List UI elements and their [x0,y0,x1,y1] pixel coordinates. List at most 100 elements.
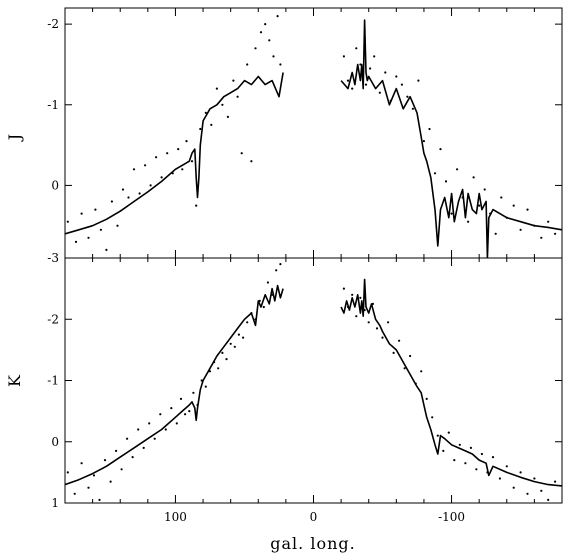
bottom-data-point [66,471,69,474]
bottom-y-axis-label: K [5,374,24,387]
top-data-point [428,127,431,131]
bottom-data-point [346,305,350,309]
bottom-x-tick-label: 0 [310,510,318,524]
top-data-point [395,75,398,78]
bottom-data-point [164,428,167,431]
top-data-point [121,188,125,191]
bottom-model-line-0 [65,284,284,486]
top-data-point [533,224,536,227]
top-data-point [489,212,492,215]
top-data-point [411,107,414,110]
top-data-point [177,148,180,151]
top-y-tick-label: 0 [51,178,59,192]
top-data-point [254,47,257,50]
bottom-data-point [367,321,370,324]
bottom-data-point [188,410,191,413]
bottom-data-point [533,477,536,480]
top-data-point [171,172,174,175]
bottom-data-point [381,336,384,339]
bottom-data-point [204,385,207,388]
bottom-data-point [254,318,257,321]
top-data-point [226,115,229,118]
bottom-data-point [491,456,495,459]
top-data-point [500,196,503,199]
bottom-x-tick-label: 100 [164,510,187,524]
top-data-point [181,168,184,171]
bottom-data-point [279,263,282,266]
bottom-data-point [409,354,412,358]
bottom-data-point [229,342,232,345]
bottom-data-point [469,446,472,449]
top-data-point [264,23,267,26]
top-data-point [279,63,282,66]
top-data-point [422,140,425,143]
top-data-point [185,140,188,143]
top-data-point [547,220,550,223]
bottom-data-point [200,379,203,382]
top-data-point [138,192,141,195]
bottom-y-tick-label: -2 [47,312,59,326]
top-data-point [272,55,275,58]
top-data-point [384,71,387,74]
top-data-point [236,95,239,98]
top-data-point [66,220,69,223]
bottom-data-point [512,486,515,489]
bottom-data-point [131,456,134,459]
bottom-data-point [425,397,428,400]
bottom-data-point [480,452,483,456]
bottom-data-point [153,437,156,440]
bottom-y-tick-label: 1 [51,496,59,510]
top-data-point [519,228,522,231]
bottom-x-tick-label: -100 [438,510,465,524]
bottom-data-point [498,477,501,480]
bottom-data-point [442,449,445,452]
bottom-data-point [246,321,249,324]
bottom-data-point [208,370,212,373]
top-data-point [105,248,108,251]
top-data-point [110,200,113,203]
top-panel-plot: -2 -1 0 [47,8,563,258]
top-data-point [505,216,508,219]
bottom-data-point [540,489,543,492]
top-data-point [342,55,345,58]
top-data-point [526,208,529,211]
bottom-plot-area [65,263,562,501]
bottom-data-point [175,422,178,425]
top-data-point [240,152,243,155]
top-data-point [467,220,470,223]
bottom-data-point [519,471,522,474]
bottom-data-point [355,315,358,318]
top-data-point [259,31,263,34]
bottom-data-point [464,462,467,465]
top-data-point [400,83,403,86]
top-data-point [199,127,202,131]
top-data-point [160,176,163,179]
bottom-data-point [458,443,461,446]
bottom-data-point [342,287,345,290]
bottom-data-point [225,358,228,361]
top-data-point [74,240,78,243]
top-model-line-0 [65,72,284,235]
bottom-data-point [554,480,557,483]
top-data-point [433,172,437,175]
bottom-data-point [233,345,236,348]
top-plot-area [65,15,562,258]
top-y-tick-label: -1 [47,98,59,112]
bottom-data-point [179,397,183,400]
top-data-point [439,148,442,151]
top-data-point [204,111,207,114]
top-data-point [359,63,362,66]
x-axis-label: gal. long. [270,534,355,553]
bottom-data-point [371,302,374,305]
bottom-data-point [115,449,118,452]
bottom-data-point [137,428,140,431]
top-data-point [554,232,557,235]
bottom-data-point [447,431,450,434]
top-data-point [364,83,368,86]
top-y-axis-label: J [5,134,24,142]
bottom-data-point [526,492,529,495]
bottom-data-point [217,367,220,370]
top-data-point [456,168,459,171]
top-data-point [246,63,249,66]
